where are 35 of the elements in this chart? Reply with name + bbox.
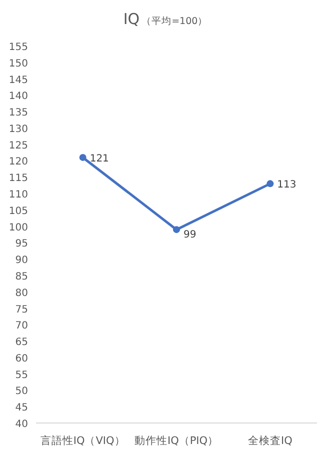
x-tick-label: 動作性IQ（PIQ） bbox=[134, 435, 219, 447]
y-tick-label: 60 bbox=[15, 353, 28, 364]
chart-title: IQ bbox=[123, 10, 140, 28]
y-tick-label: 65 bbox=[15, 337, 28, 348]
y-tick-label: 50 bbox=[15, 386, 28, 398]
y-tick-label: 85 bbox=[15, 271, 28, 282]
y-tick-label: 150 bbox=[8, 58, 28, 70]
point bbox=[266, 180, 274, 188]
y-tick-label: 80 bbox=[15, 288, 28, 299]
x-tick-label: 全検査IQ bbox=[248, 434, 292, 447]
point bbox=[173, 226, 180, 234]
point bbox=[79, 154, 86, 161]
y-tick-label: 115 bbox=[8, 173, 28, 184]
y-tick-label: 45 bbox=[15, 402, 28, 414]
data-label: 113 bbox=[277, 180, 296, 191]
y-tick-label: 55 bbox=[15, 370, 28, 381]
data-label: 121 bbox=[90, 153, 109, 164]
y-tick-label: 40 bbox=[15, 419, 28, 430]
y-tick-label: 145 bbox=[8, 74, 28, 86]
y-tick-label: 110 bbox=[8, 190, 28, 201]
y-tick-label: 100 bbox=[8, 222, 28, 234]
y-tick-label: 135 bbox=[8, 108, 28, 119]
y-tick-label: 120 bbox=[8, 156, 28, 168]
y-tick-label: 130 bbox=[8, 124, 28, 135]
y-tick-label: 140 bbox=[8, 91, 28, 102]
y-tick-label: 155 bbox=[8, 42, 28, 53]
y-tick-label: 75 bbox=[15, 304, 28, 316]
y-tick-label: 125 bbox=[8, 140, 28, 152]
y-tick-label: 95 bbox=[15, 238, 28, 250]
y-tick-label: 70 bbox=[15, 320, 28, 332]
chart-subtitle: （平均=100） bbox=[142, 15, 208, 27]
y-tick-label: 90 bbox=[15, 255, 28, 266]
data-label: 99 bbox=[184, 230, 196, 241]
x-tick-label: 言語性IQ（VIQ） bbox=[40, 434, 126, 447]
y-tick-label: 105 bbox=[8, 206, 28, 217]
